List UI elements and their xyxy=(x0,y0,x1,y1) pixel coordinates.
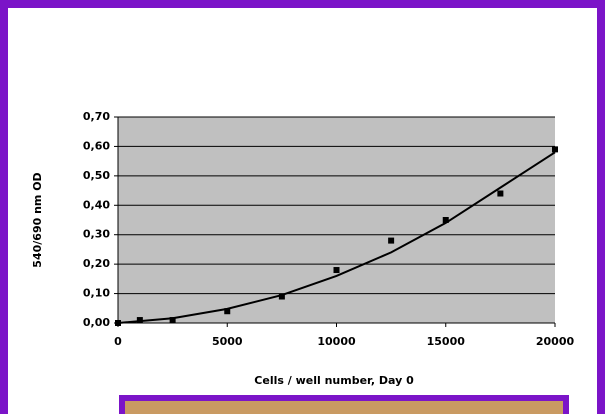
data-point xyxy=(443,217,449,223)
data-point xyxy=(224,308,230,314)
y-tick-label: 0,00 xyxy=(83,316,110,329)
data-point xyxy=(279,294,285,300)
y-tick-label: 0,70 xyxy=(83,110,110,123)
x-tick-label: 10000 xyxy=(317,335,356,348)
x-axis-title: Cells / well number, Day 0 xyxy=(254,374,414,387)
plot-area xyxy=(118,117,555,323)
x-tick-label: 15000 xyxy=(427,335,466,348)
data-point xyxy=(552,146,558,152)
cell-photo xyxy=(122,398,566,414)
y-tick-label: 0,60 xyxy=(83,139,110,152)
data-point xyxy=(170,317,176,323)
data-point xyxy=(497,191,503,197)
y-tick-label: 0,40 xyxy=(83,198,110,211)
data-point xyxy=(388,238,394,244)
data-point xyxy=(115,320,121,326)
y-axis-title: 540/690 nm OD xyxy=(31,172,44,267)
x-tick-label: 5000 xyxy=(212,335,243,348)
y-tick-label: 0,50 xyxy=(83,169,110,182)
data-point xyxy=(334,267,340,273)
y-tick-label: 0,30 xyxy=(83,228,110,241)
chart: Cells / well number, Day 0 540/690 nm OD… xyxy=(0,0,605,414)
x-tick-label: 0 xyxy=(114,335,122,348)
data-point xyxy=(137,317,143,323)
y-tick-label: 0,10 xyxy=(83,287,110,300)
x-tick-label: 20000 xyxy=(536,335,575,348)
y-tick-label: 0,20 xyxy=(83,257,110,270)
